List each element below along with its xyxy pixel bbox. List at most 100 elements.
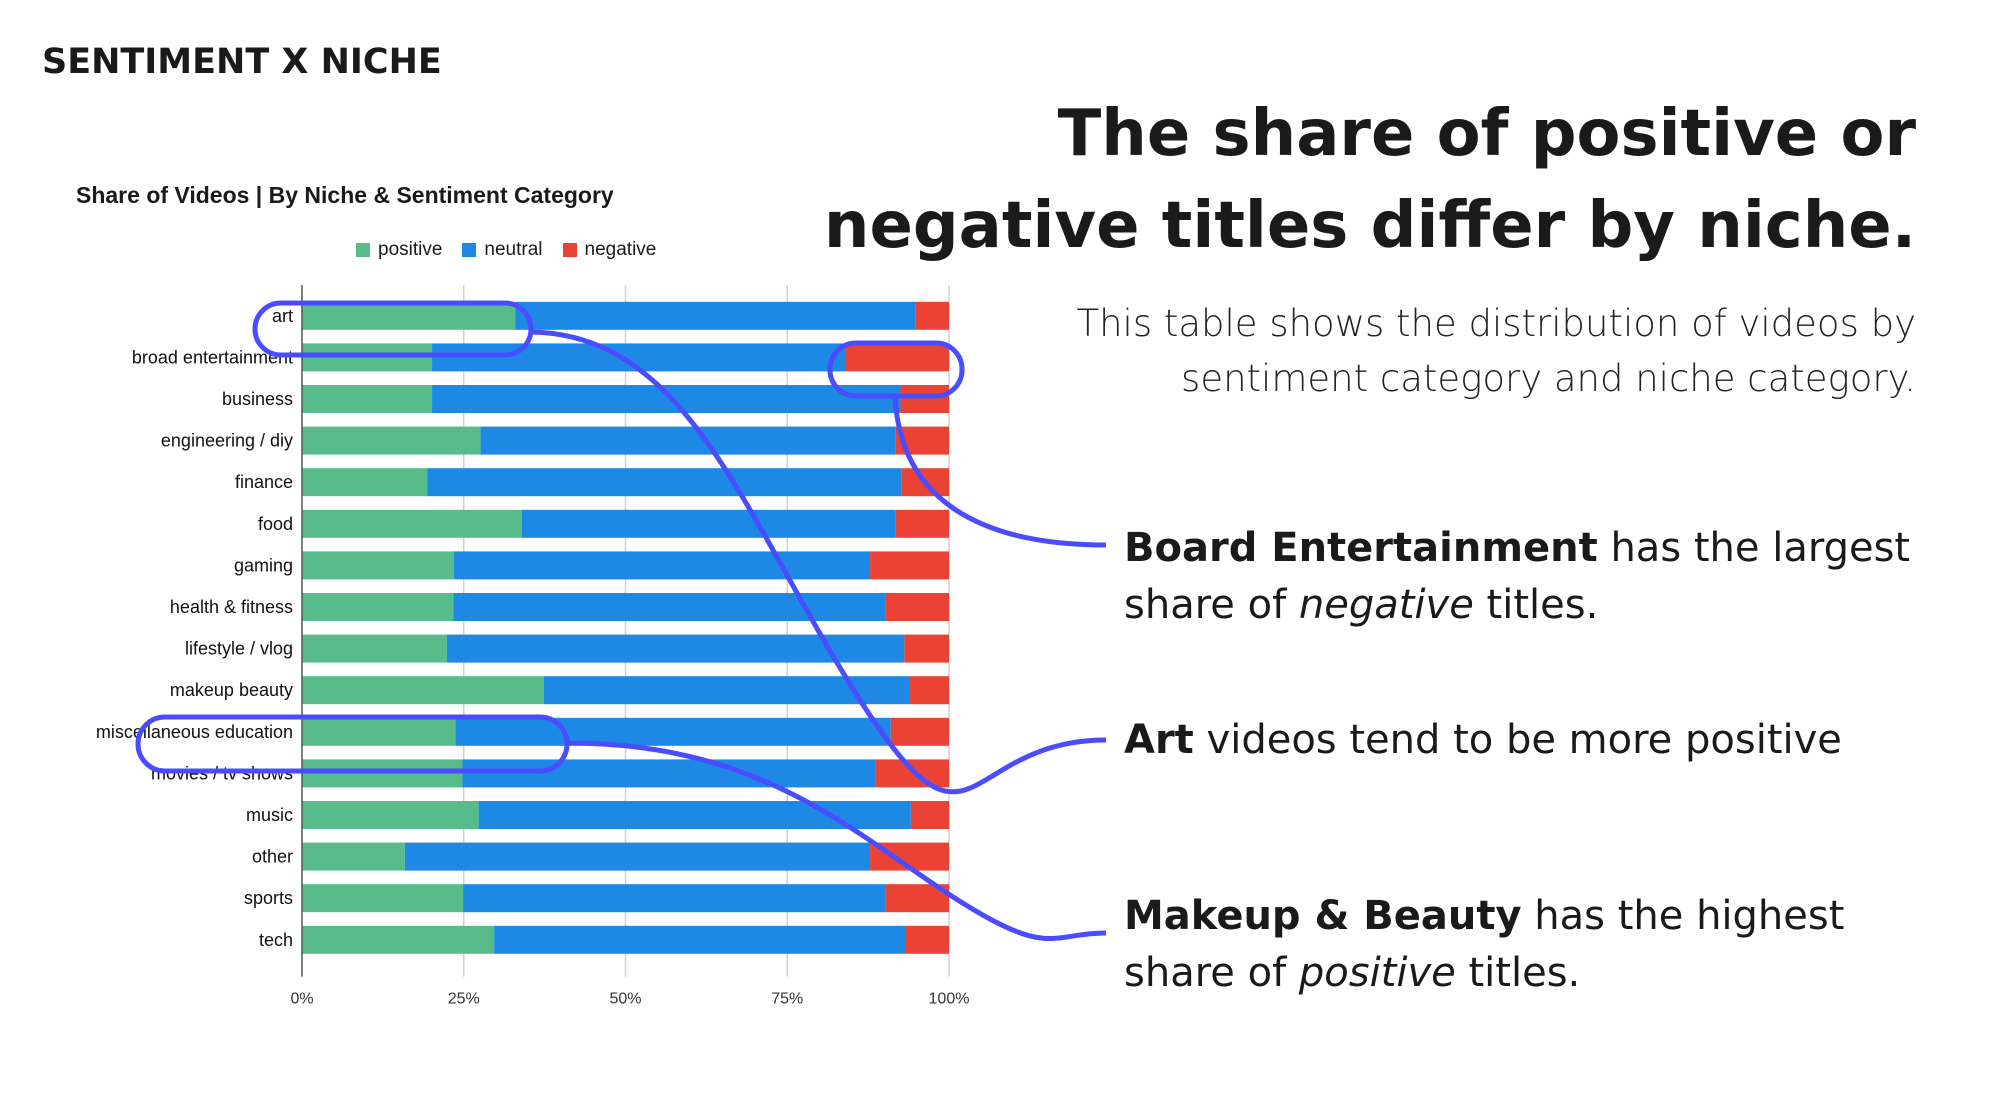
annotation-text: share of xyxy=(1124,582,1299,628)
subtitle-line: This table shows the distribution of vid… xyxy=(1076,302,1916,345)
bar-neutral xyxy=(427,468,902,497)
category-label: food xyxy=(258,514,293,534)
bar-negative xyxy=(885,884,949,913)
headline-line: The share of positive or xyxy=(1057,97,1916,171)
bar-neutral xyxy=(432,385,901,413)
bar-positive xyxy=(302,801,479,829)
x-tick-label: 25% xyxy=(448,991,480,1008)
bar-positive xyxy=(302,468,428,497)
chart-title: Share of Videos | By Niche & Sentiment C… xyxy=(76,182,614,208)
bar-positive xyxy=(302,842,405,871)
section-title: SENTIMENT X NICHE xyxy=(42,42,442,82)
bar-negative xyxy=(895,509,949,538)
bar-positive xyxy=(302,676,544,705)
bar-neutral xyxy=(478,801,911,829)
bar-neutral xyxy=(446,634,905,663)
bar-negative xyxy=(905,925,949,954)
annotation-text: titles. xyxy=(1455,950,1581,996)
category-label: other xyxy=(252,847,293,867)
bar-positive xyxy=(302,301,516,330)
annotation-text: has the largest xyxy=(1597,525,1911,571)
legend-label: negative xyxy=(584,239,657,260)
bar-negative xyxy=(915,301,949,330)
bar-positive xyxy=(302,593,454,621)
chart-legend: positive neutral negative xyxy=(356,239,656,261)
bar-negative xyxy=(901,468,949,497)
category-label: health & fitness xyxy=(170,597,293,617)
subtitle: This table shows the distribution of vid… xyxy=(1076,296,1916,406)
bar-neutral xyxy=(455,717,891,746)
category-label: lifestyle / vlog xyxy=(185,639,293,659)
legend-swatch-positive xyxy=(356,243,370,257)
bar-negative xyxy=(909,676,949,705)
legend-label: positive xyxy=(378,239,443,260)
bar-positive xyxy=(302,925,495,954)
annotation-italic: positive xyxy=(1298,950,1456,996)
legend-negative: negative xyxy=(562,239,657,261)
bar-negative xyxy=(900,385,949,413)
category-label: art xyxy=(272,306,293,326)
annotation-text: has the highest xyxy=(1521,893,1845,939)
x-tick-label: 75% xyxy=(771,991,803,1008)
bar-neutral xyxy=(453,593,886,621)
bar-neutral xyxy=(454,551,871,580)
annotation-text: share of xyxy=(1124,950,1299,996)
bar-neutral xyxy=(463,884,886,913)
bar-neutral xyxy=(480,426,896,455)
category-label: miscellaneous education xyxy=(96,722,293,742)
bar-neutral xyxy=(462,759,876,788)
bar-positive xyxy=(302,385,433,413)
category-label: makeup beauty xyxy=(170,680,293,700)
bar-negative xyxy=(870,551,949,580)
subtitle-line: sentiment category and niche category. xyxy=(1181,357,1916,400)
bar-negative xyxy=(910,801,949,829)
bar-negative xyxy=(875,759,949,788)
bar-positive xyxy=(302,717,456,746)
bar-negative xyxy=(895,426,949,455)
x-tick-label: 100% xyxy=(929,991,970,1008)
legend-label: neutral xyxy=(484,239,543,260)
category-label: business xyxy=(222,389,293,409)
annotation-text: videos tend to be more positive xyxy=(1193,717,1842,763)
category-label: engineering / diy xyxy=(161,431,293,451)
bar-positive xyxy=(302,551,455,580)
category-label: movies / tv shows xyxy=(151,763,293,783)
bar-negative xyxy=(904,634,949,663)
category-label: sports xyxy=(244,888,293,908)
bar-neutral xyxy=(404,842,871,871)
annotation-art: Art videos tend to be more positive xyxy=(1124,712,1842,769)
annotation-text: titles. xyxy=(1473,582,1599,628)
bar-negative xyxy=(870,842,949,871)
bar-positive xyxy=(302,759,463,788)
annotation-broad-entertainment: Board Entertainment has the largest shar… xyxy=(1124,520,1910,634)
category-label: finance xyxy=(235,472,293,492)
headline-line: negative titles differ by niche. xyxy=(823,189,1916,263)
bar-negative xyxy=(890,717,949,746)
bar-neutral xyxy=(494,925,906,954)
category-label: music xyxy=(246,805,293,825)
annotation-bold: Board Entertainment xyxy=(1124,525,1598,571)
legend-positive: positive xyxy=(356,239,442,261)
annotation-bold: Art xyxy=(1124,717,1194,763)
legend-swatch-neutral xyxy=(462,243,477,257)
bar-positive xyxy=(302,343,433,372)
category-label: gaming xyxy=(234,555,293,575)
bar-negative xyxy=(845,343,949,372)
bar-neutral xyxy=(515,301,916,330)
x-tick-label: 0% xyxy=(290,991,313,1008)
category-label: tech xyxy=(259,930,293,950)
category-label: broad entertainment xyxy=(132,347,293,367)
bar-negative xyxy=(885,593,949,621)
x-tick-label: 50% xyxy=(609,991,641,1008)
bar-positive xyxy=(302,426,481,455)
annotation-makeup-beauty: Makeup & Beauty has the highest share of… xyxy=(1124,888,1844,1002)
bar-positive xyxy=(302,884,464,913)
annotation-bold: Makeup & Beauty xyxy=(1124,893,1522,939)
headline: The share of positive or negative titles… xyxy=(824,88,1916,272)
annotation-italic: negative xyxy=(1298,582,1474,628)
bar-positive xyxy=(302,509,522,538)
bar-neutral xyxy=(543,676,910,705)
bar-positive xyxy=(302,634,447,663)
legend-neutral: neutral xyxy=(462,239,543,261)
bar-neutral xyxy=(521,509,896,538)
